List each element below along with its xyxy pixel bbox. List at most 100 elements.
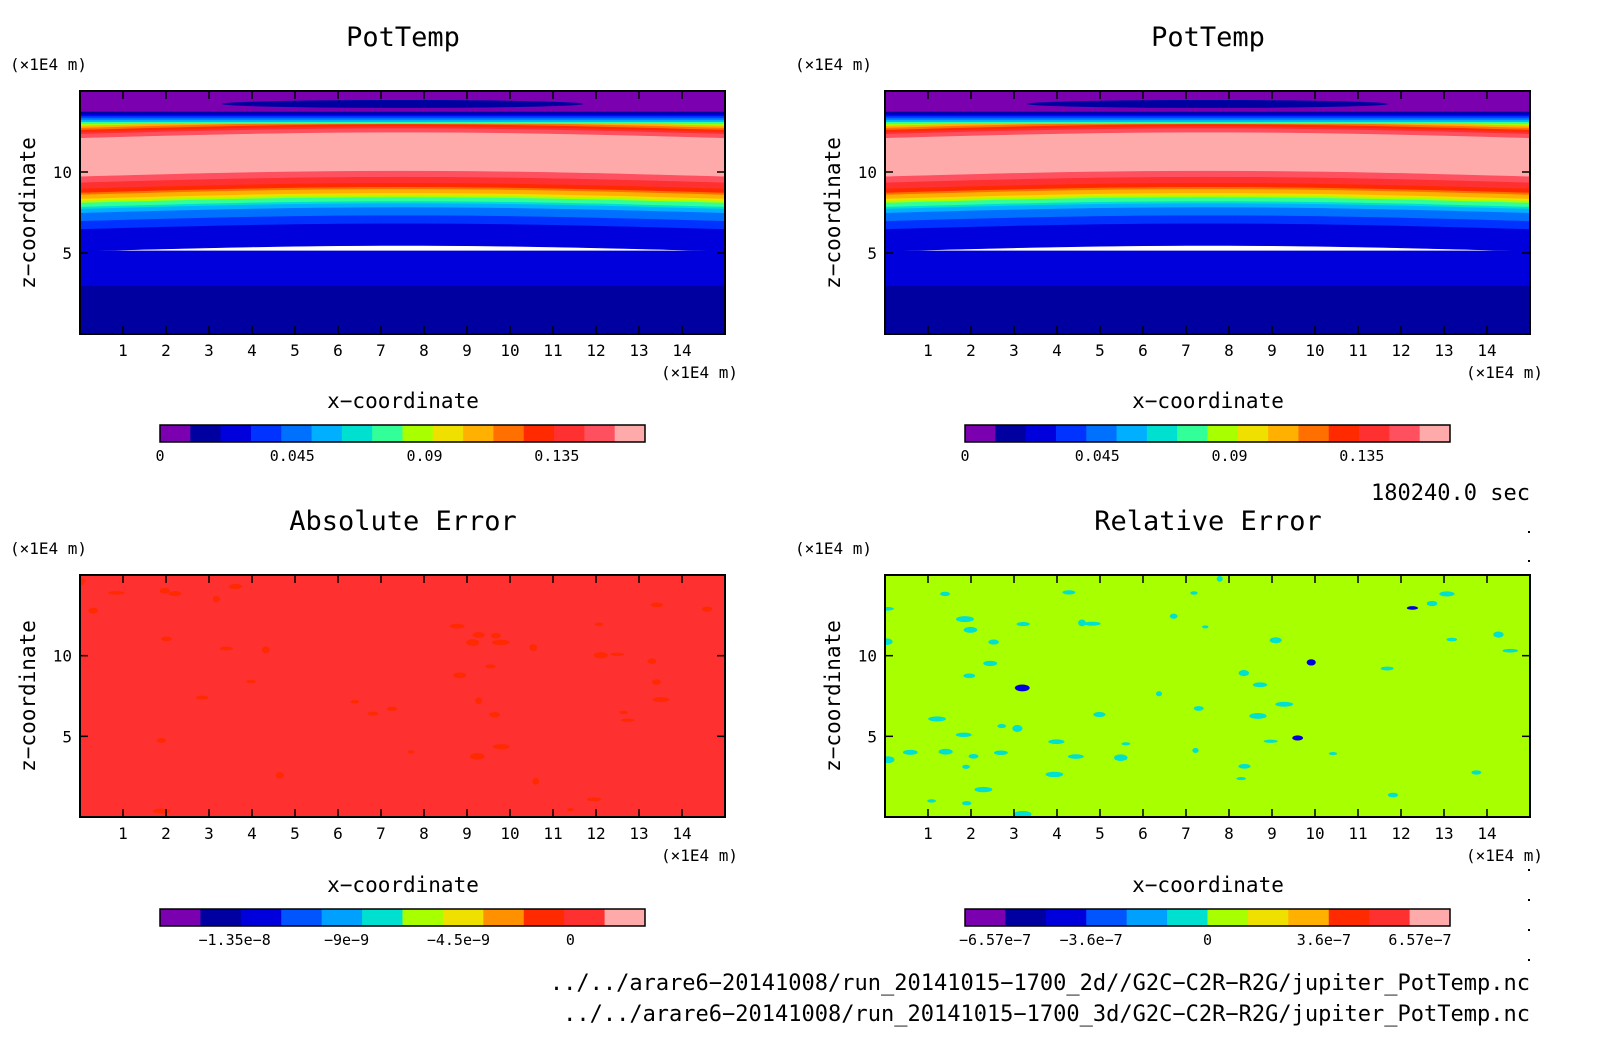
colorbar-swatch [250,425,282,442]
contour-blob [1193,706,1204,711]
contour-blob [983,660,998,666]
colorbar-swatch [372,425,403,442]
colorbar-tick-label: −3.6e−7 [1059,931,1122,949]
colorbar-swatch [240,909,282,926]
colorbar-swatch [341,425,373,442]
colorbar-swatch [965,909,1006,926]
contour-blob [885,606,895,611]
x-tick-label: 12 [1391,824,1410,843]
x-tick-label: 10 [500,341,519,360]
colorbar-swatch [160,425,191,442]
contour-blob [228,584,243,590]
contour-blob [219,646,233,651]
contour-blob [1113,754,1128,762]
panel-pottemp-2d: PotTemp (×1E4 m) 1 2 3 4 5 6 7 8 9 10 11 12 13 14510 … [10,22,738,465]
contour-blob [593,652,608,659]
colorbar-swatch [564,909,606,926]
contour-blob [350,699,360,704]
contour-blob [988,639,999,645]
colorbar-swatch [190,425,222,442]
x-axis-label: x−coordinate [327,389,479,413]
colorbar-swatch [1146,425,1178,442]
x-tick-label: 1 [118,824,128,843]
x-tick-label: 1 [118,341,128,360]
contour-background [80,575,725,817]
contour-blob [651,679,661,685]
contour-blob [1083,621,1101,626]
contour-blob [1169,613,1178,619]
colorbar-swatch [220,425,252,442]
plot-frame [79,574,726,818]
x-tick-label: 14 [672,824,691,843]
x-tick-label: 11 [1348,341,1367,360]
contour-blob [619,710,629,715]
colorbar-swatch [1298,425,1330,442]
colorbar-tick-label: 0.09 [406,447,442,465]
y-tick-label: 10 [858,163,877,182]
contour-blob [1292,735,1304,741]
y-tick-label: 5 [867,244,877,263]
contour-blob [1062,590,1076,595]
contour-blob [1236,777,1246,781]
contour-blob [968,753,979,759]
colorbar-swatch [1409,909,1451,926]
contour-blob [1014,684,1030,692]
colorbar-swatch [200,909,242,926]
y-tick-label: 10 [858,647,877,666]
margin-dots [1528,531,1530,961]
x-tick-label: 14 [672,341,691,360]
contour-blob [1252,682,1268,688]
colorbar-swatch [1288,909,1330,926]
colorbar-swatch [1268,425,1299,442]
x-tick-label: 2 [966,341,976,360]
colorbar: 0 0.045 0.09 0.135 [960,424,1451,465]
colorbar-swatch [1126,909,1168,926]
footer-file-path-2d: ../../arare6−20141008/run_20141015−1700_… [550,971,1530,996]
contour-blob [963,626,978,633]
contour-blob [962,764,970,769]
colorbar-tick-label: 0.045 [1075,447,1120,465]
colorbar-swatch [1207,425,1239,442]
y-tick-label: 10 [53,163,72,182]
contour-blob [1216,575,1223,582]
contour-blob [261,646,270,654]
contour-blob [1493,631,1504,638]
y-axis-label: z−coordinate [821,620,845,772]
contour-blob [610,652,625,657]
x-tick-label: 6 [1138,341,1148,360]
colorbar-swatch [1045,909,1087,926]
contour-band [1026,99,1389,108]
contour-blob [1439,591,1455,597]
x-axis-label: x−coordinate [1132,873,1284,897]
contour-blob [928,716,947,722]
colorbar-swatch [160,909,201,926]
y-tick-label: 10 [53,647,72,666]
contour-blob [88,607,98,614]
colorbar-tick-label: −1.35e−8 [198,931,270,949]
contour-blob [1502,648,1519,653]
y-axis-label: z−coordinate [16,620,40,772]
x-tick-label: 8 [419,824,429,843]
panel-title: PotTemp [1151,22,1265,53]
contour-blob [449,623,465,629]
contour-blob [620,718,635,722]
contour-blob [1471,770,1482,775]
y-axis-label: z−coordinate [821,137,845,289]
contour-blob [159,587,170,594]
x-tick-label: 2 [161,341,171,360]
contour-blob [492,744,510,750]
colorbar: −1.35e−8 −9e−9 −4.5e−9 0 [159,908,646,949]
colorbar-swatch [1328,909,1370,926]
x-tick-label: 11 [543,824,562,843]
contour-blob [1013,810,1032,817]
x-tick-label: 9 [462,824,472,843]
contour-blob [1238,763,1251,769]
contour-blob [963,673,976,679]
x-tick-label: 2 [966,824,976,843]
x-unit-label: (×1E4 m) [661,846,738,865]
contour-blob [955,732,972,737]
x-tick-label: 7 [376,341,386,360]
contour-blob [1426,600,1438,607]
